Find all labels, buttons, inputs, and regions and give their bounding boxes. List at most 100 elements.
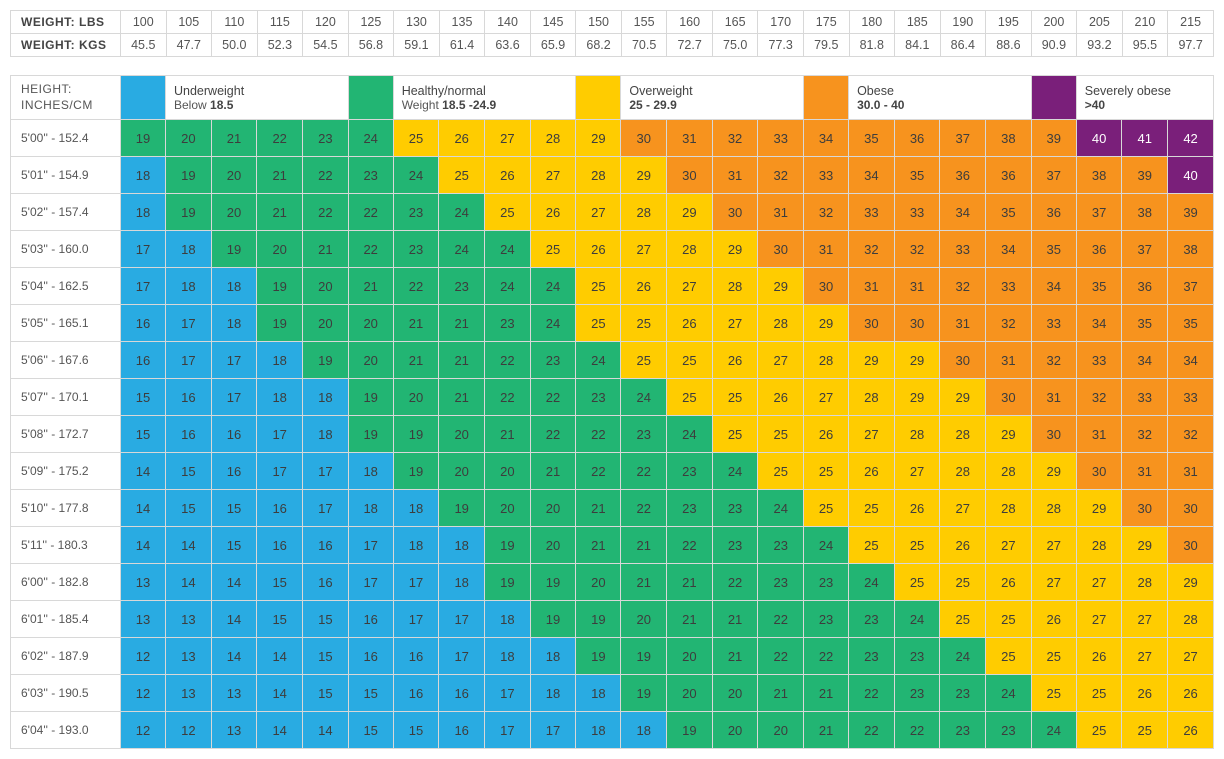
bmi-cell: 15 bbox=[348, 675, 393, 712]
bmi-cell: 22 bbox=[894, 712, 940, 749]
bmi-cell: 21 bbox=[621, 564, 667, 601]
bmi-cell: 18 bbox=[530, 675, 576, 712]
bmi-cell: 29 bbox=[894, 342, 940, 379]
bmi-cell: 15 bbox=[166, 453, 212, 490]
bmi-cell: 21 bbox=[485, 416, 531, 453]
bmi-cell: 25 bbox=[894, 527, 940, 564]
bmi-cell: 27 bbox=[621, 231, 667, 268]
weight-lbs-cell: 135 bbox=[439, 11, 485, 34]
bmi-row: 5'09'' - 175.214151617171819202021222223… bbox=[11, 453, 1214, 490]
bmi-cell: 35 bbox=[1122, 305, 1168, 342]
bmi-cell: 23 bbox=[712, 527, 758, 564]
bmi-cell: 25 bbox=[1076, 712, 1122, 749]
bmi-cell: 16 bbox=[166, 379, 212, 416]
bmi-cell: 24 bbox=[348, 120, 393, 157]
bmi-cell: 22 bbox=[621, 490, 667, 527]
bmi-cell: 25 bbox=[849, 527, 895, 564]
bmi-cell: 18 bbox=[166, 268, 212, 305]
bmi-cell: 12 bbox=[121, 638, 166, 675]
bmi-cell: 24 bbox=[940, 638, 986, 675]
bmi-cell: 23 bbox=[758, 527, 804, 564]
bmi-cell: 22 bbox=[257, 120, 303, 157]
bmi-cell: 25 bbox=[894, 564, 940, 601]
bmi-cell: 13 bbox=[211, 675, 257, 712]
weight-kgs-cell: 81.8 bbox=[849, 34, 895, 57]
bmi-cell: 18 bbox=[166, 231, 212, 268]
bmi-cell: 16 bbox=[439, 675, 485, 712]
bmi-cell: 34 bbox=[1031, 268, 1076, 305]
bmi-cell: 31 bbox=[1168, 453, 1214, 490]
weight-kgs-cell: 47.7 bbox=[166, 34, 212, 57]
bmi-cell: 19 bbox=[211, 231, 257, 268]
height-label: 5'02'' - 157.4 bbox=[11, 194, 121, 231]
bmi-cell: 20 bbox=[348, 305, 393, 342]
weight-kgs-cell: 84.1 bbox=[895, 34, 941, 57]
legend-label: UnderweightBelow 18.5 bbox=[166, 76, 349, 120]
height-label: 5'04'' - 162.5 bbox=[11, 268, 121, 305]
bmi-cell: 25 bbox=[576, 305, 621, 342]
bmi-cell: 16 bbox=[303, 564, 349, 601]
height-label: 5'01'' - 154.9 bbox=[11, 157, 121, 194]
bmi-cell: 15 bbox=[166, 490, 212, 527]
bmi-cell: 16 bbox=[257, 490, 303, 527]
bmi-cell: 29 bbox=[894, 379, 940, 416]
weight-kgs-cell: 90.9 bbox=[1031, 34, 1077, 57]
weight-kgs-cell: 93.2 bbox=[1077, 34, 1123, 57]
bmi-cell: 29 bbox=[804, 305, 849, 342]
bmi-cell: 17 bbox=[393, 564, 439, 601]
bmi-cell: 36 bbox=[1076, 231, 1122, 268]
bmi-cell: 17 bbox=[121, 268, 166, 305]
weight-kgs-cell: 75.0 bbox=[712, 34, 758, 57]
bmi-cell: 26 bbox=[758, 379, 804, 416]
bmi-cell: 37 bbox=[1122, 231, 1168, 268]
bmi-cell: 34 bbox=[986, 231, 1032, 268]
bmi-cell: 15 bbox=[121, 379, 166, 416]
bmi-cell: 23 bbox=[393, 194, 439, 231]
bmi-cell: 32 bbox=[986, 305, 1032, 342]
bmi-cell: 27 bbox=[1076, 564, 1122, 601]
height-label: 5'08'' - 172.7 bbox=[11, 416, 121, 453]
bmi-cell: 32 bbox=[1168, 416, 1214, 453]
bmi-cell: 12 bbox=[166, 712, 212, 749]
bmi-cell: 18 bbox=[393, 490, 439, 527]
bmi-cell: 21 bbox=[804, 712, 849, 749]
bmi-cell: 21 bbox=[348, 268, 393, 305]
bmi-cell: 42 bbox=[1168, 120, 1214, 157]
bmi-cell: 17 bbox=[303, 490, 349, 527]
bmi-cell: 20 bbox=[348, 342, 393, 379]
legend-swatch bbox=[804, 76, 849, 120]
bmi-cell: 26 bbox=[576, 231, 621, 268]
bmi-row: 5'08'' - 172.715161617181919202122222324… bbox=[11, 416, 1214, 453]
weight-kgs-cell: 61.4 bbox=[439, 34, 485, 57]
bmi-cell: 25 bbox=[940, 601, 986, 638]
height-header-label: HEIGHT:INCHES/CM bbox=[11, 76, 121, 120]
bmi-cell: 19 bbox=[439, 490, 485, 527]
bmi-cell: 26 bbox=[1122, 675, 1168, 712]
bmi-cell: 21 bbox=[530, 453, 576, 490]
bmi-cell: 37 bbox=[940, 120, 986, 157]
bmi-cell: 16 bbox=[393, 675, 439, 712]
bmi-cell: 23 bbox=[576, 379, 621, 416]
bmi-cell: 25 bbox=[439, 157, 485, 194]
bmi-cell: 30 bbox=[804, 268, 849, 305]
bmi-cell: 19 bbox=[621, 638, 667, 675]
bmi-cell: 23 bbox=[940, 675, 986, 712]
bmi-cell: 15 bbox=[303, 638, 349, 675]
bmi-cell: 39 bbox=[1031, 120, 1076, 157]
bmi-cell: 20 bbox=[530, 527, 576, 564]
height-label: 5'06'' - 167.6 bbox=[11, 342, 121, 379]
bmi-cell: 21 bbox=[804, 675, 849, 712]
bmi-cell: 25 bbox=[712, 416, 758, 453]
bmi-cell: 26 bbox=[986, 564, 1032, 601]
weight-kgs-cell: 70.5 bbox=[621, 34, 667, 57]
bmi-cell: 27 bbox=[667, 268, 713, 305]
bmi-cell: 34 bbox=[1076, 305, 1122, 342]
bmi-cell: 26 bbox=[940, 527, 986, 564]
bmi-cell: 20 bbox=[758, 712, 804, 749]
bmi-cell: 20 bbox=[485, 453, 531, 490]
bmi-cell: 22 bbox=[804, 638, 849, 675]
bmi-cell: 14 bbox=[211, 564, 257, 601]
bmi-cell: 13 bbox=[121, 564, 166, 601]
legend-swatch bbox=[576, 76, 621, 120]
bmi-cell: 19 bbox=[121, 120, 166, 157]
